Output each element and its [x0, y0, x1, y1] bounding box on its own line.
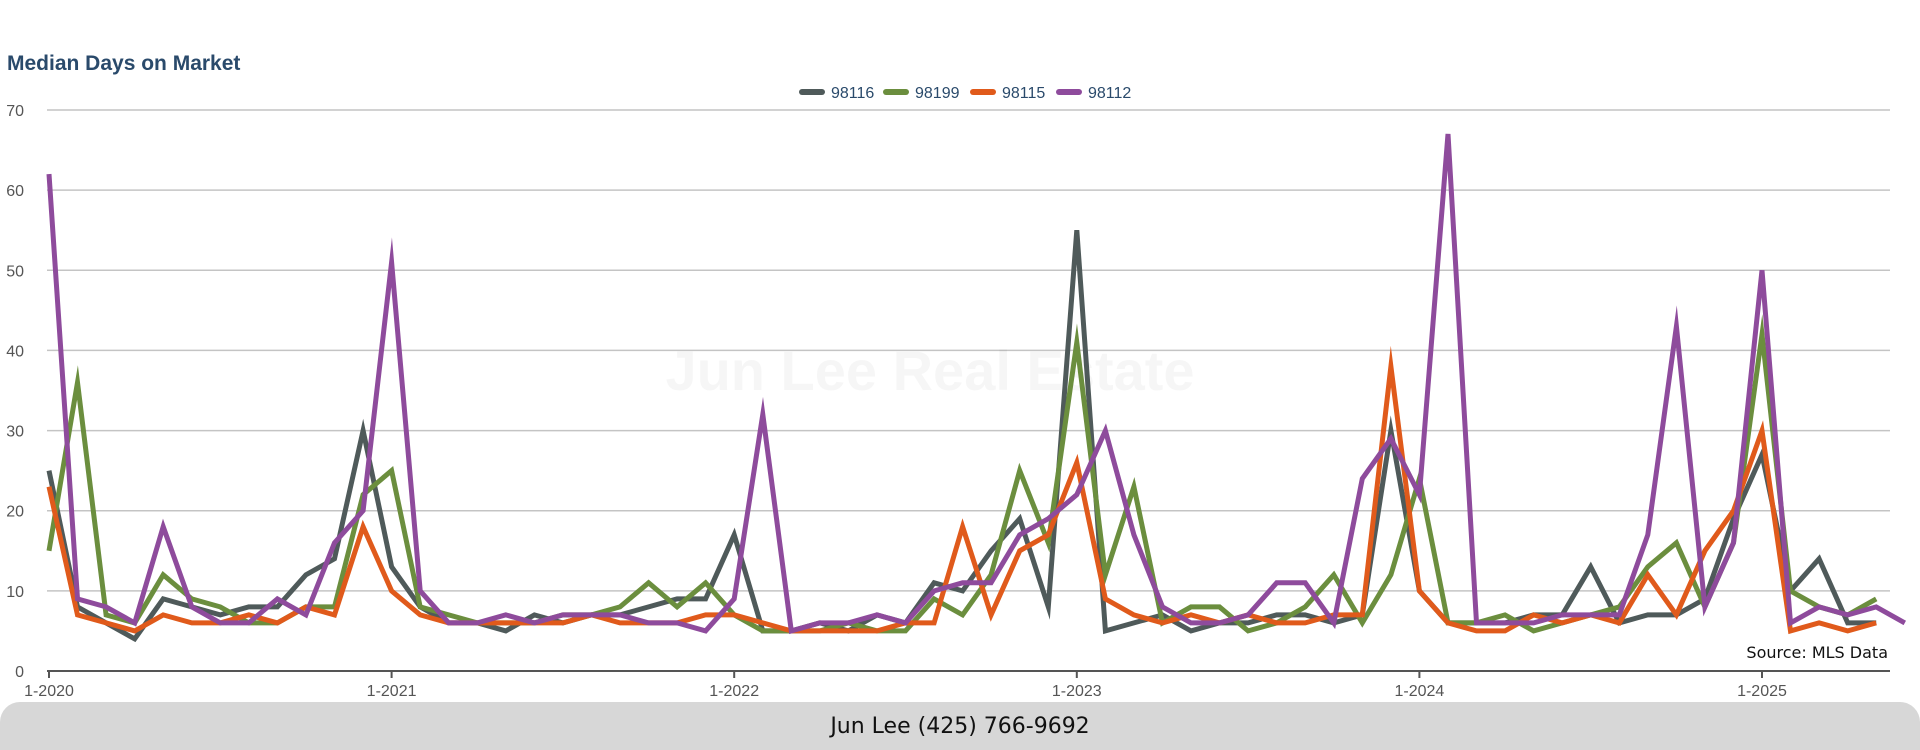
- y-tick-label-30: 30: [6, 424, 24, 441]
- x-tick-label-1-2024: 1-2024: [1394, 683, 1444, 700]
- y-tick-label-10: 10: [6, 584, 24, 601]
- x-tick-label-1-2023: 1-2023: [1052, 683, 1102, 700]
- series-line-98112: [46, 133, 1907, 635]
- legend-label-98199: 98199: [915, 85, 960, 102]
- source-label: Source: MLS Data: [1746, 643, 1888, 662]
- footer-contact: Jun Lee (425) 766-9692: [830, 713, 1090, 739]
- y-tick-label-70: 70: [6, 103, 24, 120]
- series-line-98116: [46, 230, 1877, 643]
- line-chart: 0 10 20 30 40 50 60 70 Jun Lee Real Estate 1-20…: [6, 85, 1907, 700]
- chart-title: Median Days on Market: [7, 52, 241, 75]
- y-tick-label-0: 0: [15, 664, 24, 681]
- y-tick-label-60: 60: [6, 183, 24, 200]
- y-tick-label-20: 20: [6, 504, 24, 521]
- x-tick-label-1-2025: 1-2025: [1737, 683, 1787, 700]
- x-tick-label-1-2020: 1-2020: [24, 683, 74, 700]
- x-tick-label-1-2021: 1-2021: [367, 683, 417, 700]
- x-tick-label-1-2022: 1-2022: [709, 683, 759, 700]
- legend-label-98115: 98115: [1002, 85, 1045, 102]
- series-line-98115: [46, 345, 1877, 635]
- watermark: Jun Lee Real Estate: [665, 339, 1194, 402]
- y-tick-label-40: 40: [6, 343, 24, 360]
- legend-label-98116: 98116: [831, 85, 874, 102]
- legend-label-98112: 98112: [1088, 85, 1131, 102]
- y-tick-label-50: 50: [6, 263, 24, 280]
- footer-bar: Jun Lee (425) 766-9692: [0, 702, 1920, 750]
